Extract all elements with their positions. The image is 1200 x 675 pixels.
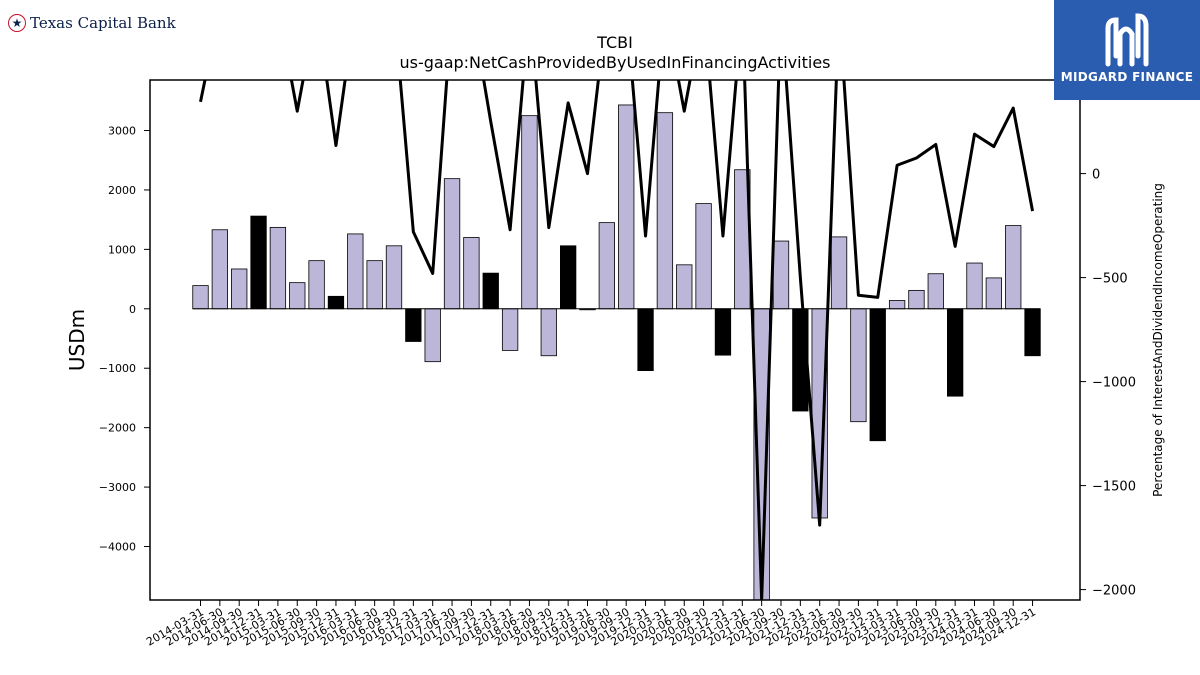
bar [888, 300, 906, 310]
y-axis-label: USDm [65, 309, 89, 371]
bar-series [192, 104, 1041, 600]
bar [385, 245, 403, 310]
bar [927, 273, 944, 310]
bar [772, 240, 790, 310]
chart-title: TCBI [596, 33, 633, 52]
plot-frame [149, 79, 1081, 601]
midgard-mark-icon [1105, 13, 1149, 67]
brand-name-right: MIDGARD FINANCE [1060, 70, 1194, 84]
bar [289, 282, 306, 310]
bar [521, 115, 538, 310]
y2-tick-label: −1500 [1092, 480, 1136, 495]
bar [598, 222, 615, 310]
midgard-finance-logo: MIDGARD FINANCE [1054, 0, 1200, 100]
bar [714, 308, 732, 356]
bar [560, 245, 577, 310]
bar [1024, 308, 1041, 357]
y2-tick-label: −1000 [1092, 376, 1136, 391]
y-tick-label: 3000 [108, 125, 136, 138]
y2-axis-label: Percentage of InterestAndDividendIncomeO… [1151, 183, 1165, 497]
brand-name-left: Texas Capital Bank [30, 14, 176, 32]
y-tick-label: 1000 [108, 243, 136, 256]
ratio-line-series [199, 80, 1035, 600]
bar [618, 104, 635, 310]
y2-tick-label: −2000 [1092, 584, 1136, 599]
bar [540, 308, 557, 357]
y2-axis: −2000 −1500 −1000 −500 0 [1080, 168, 1136, 599]
y-tick-label: −4000 [99, 541, 136, 554]
bar [308, 260, 325, 310]
y2-tick-label: 0 [1092, 168, 1100, 183]
bar [869, 308, 886, 442]
chart-subtitle: us-gaap:NetCashProvidedByUsedInFinancing… [399, 53, 830, 72]
y2-tick-label: −500 [1092, 272, 1128, 287]
texas-capital-bank-logo: ★ Texas Capital Bank [8, 14, 176, 32]
bar [656, 112, 674, 310]
star-seal-icon: ★ [8, 14, 26, 32]
bar [501, 308, 519, 351]
bar [347, 233, 364, 310]
bar [966, 262, 983, 310]
bar [250, 215, 267, 310]
bar [637, 308, 654, 372]
bar [424, 308, 441, 363]
x-axis: 2014-03-312014-06-302014-09-302014-12-31… [144, 600, 1038, 649]
bar [463, 237, 480, 310]
y-tick-label: −2000 [99, 422, 136, 435]
y-tick-label: −1000 [99, 362, 136, 375]
y-axis: −4000 −3000 −2000 −1000 0 1000 2000 3000 [99, 125, 150, 554]
bar [947, 308, 964, 397]
y-tick-label: 2000 [108, 184, 136, 197]
bar [443, 178, 461, 310]
bar [908, 289, 925, 310]
bar [482, 272, 499, 310]
bar [269, 226, 287, 310]
bar [405, 308, 422, 342]
bar [830, 236, 848, 310]
bar [231, 268, 248, 310]
bar [850, 308, 867, 423]
bar [985, 277, 1002, 310]
y-tick-label: 0 [129, 303, 136, 316]
bar [192, 285, 209, 310]
y-tick-label: −3000 [99, 481, 136, 494]
bar [327, 295, 345, 310]
bar [1005, 225, 1022, 310]
bar [676, 264, 693, 310]
bar [695, 203, 712, 310]
bar [366, 260, 383, 310]
bar [211, 229, 229, 310]
